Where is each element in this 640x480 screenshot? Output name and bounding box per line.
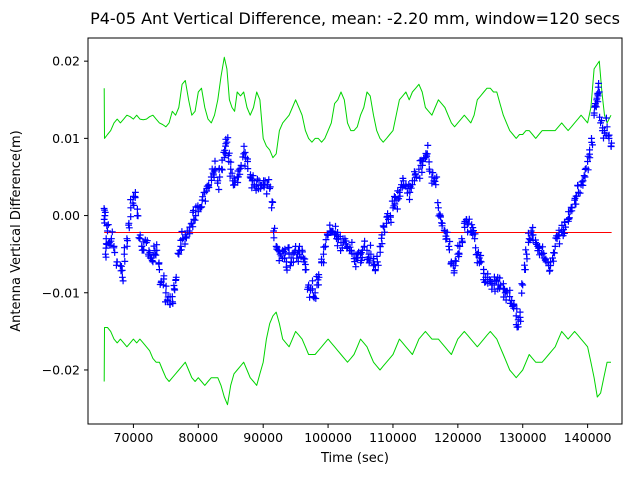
lower-bound-line	[103, 311, 611, 406]
x-tick-label: 110000	[369, 430, 417, 445]
axes-frame	[87, 37, 623, 425]
y-axis-label: Antenna Vertical Difference(m)	[9, 130, 24, 331]
chart-title: P4-05 Ant Vertical Difference, mean: -2.…	[90, 9, 620, 28]
x-tick-label: 130000	[499, 430, 547, 445]
upper-bound-line	[103, 56, 612, 159]
x-tick-label: 70000	[114, 430, 154, 445]
x-tick-label: 100000	[304, 430, 352, 445]
x-tick-label: 80000	[178, 430, 218, 445]
x-tick-label: 140000	[564, 430, 612, 445]
x-tick-label: 120000	[434, 430, 482, 445]
y-tick-label: 0.01	[52, 131, 80, 146]
x-tick-label: 90000	[243, 430, 283, 445]
x-axis-label: Time (sec)	[320, 451, 389, 466]
y-tick-label: 0.02	[52, 54, 80, 69]
y-tick-label: 0.00	[52, 208, 80, 223]
y-tick-label: −0.01	[42, 285, 80, 300]
y-tick-label: −0.02	[42, 362, 80, 377]
scatter-markers	[100, 80, 615, 331]
plot-area: 70000 80000 90000 100000 110000 120000 130000 1…	[42, 37, 623, 445]
